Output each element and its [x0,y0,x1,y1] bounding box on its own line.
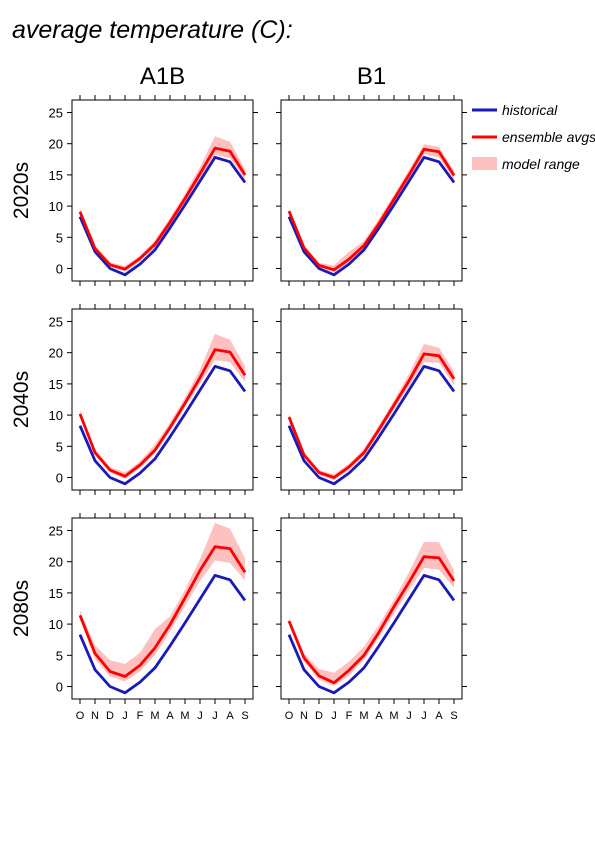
panel-frame [280,517,463,700]
x-tick-label: J [197,710,203,722]
historical-line [78,574,247,695]
panel-frame [71,308,254,491]
figure-title: average temperature (C): [12,16,293,44]
x-tick-label: F [346,710,353,722]
y-tick-label: 25 [49,523,63,538]
x-tick-label: F [137,710,144,722]
panel-a1b-2020s: 0 5 10 15 20 25 [49,95,258,286]
x-tick-label: S [241,710,248,722]
panels-grid: A1B B1 2020s 2040s 2080s 0 5 10 15 20 25 0 5 10 15 20 25… [10,63,467,722]
x-tick-label: N [91,710,99,722]
scenario-header-b1: B1 [357,63,386,90]
x-tick-label: D [315,710,323,722]
y-tick-label: 0 [56,471,63,486]
panel-a1b-2040s: 0 5 10 15 20 25 [49,304,258,495]
y-tick-label: 10 [49,617,63,632]
ensemble-line [78,146,247,271]
x-tick-label: J [406,710,412,722]
x-tick-label: S [450,710,457,722]
y-tick-label: 25 [49,105,63,120]
x-tick-label: M [389,710,398,722]
x-tick-label: O [76,710,85,722]
y-tick-label: 5 [56,648,63,663]
y-tick-label: 15 [49,586,63,601]
y-tick-label: 10 [49,408,63,423]
y-tick-label: 0 [56,262,63,277]
y-tick-label: 25 [49,314,63,329]
y-tick-label: 20 [49,137,63,152]
x-tick-label: O [285,710,294,722]
model-range-band [80,136,245,272]
legend-historical-label: historical [502,102,558,118]
panel-frame [71,517,254,700]
x-tick-label: A [166,710,174,722]
legend-range-label: model range [502,156,580,172]
ensemble-line [287,352,456,479]
period-label-2020s: 2020s [10,162,33,219]
x-tick-label: M [180,710,189,722]
model-range-band [289,144,454,273]
y-tick-label: 10 [49,199,63,214]
period-label-2080s: 2080s [10,580,33,637]
x-tick-label: J [331,710,337,722]
x-tick-label: M [150,710,159,722]
y-tick-label: 5 [56,439,63,454]
y-tick-label: 0 [56,680,63,695]
historical-line [78,364,247,486]
model-range-band [80,334,245,479]
historical-line [287,574,456,695]
ensemble-line [78,348,247,478]
legend-ensemble-label: ensemble avgs [502,129,595,145]
y-tick-label: 20 [49,555,63,570]
y-tick-label: 15 [49,377,63,392]
scenario-header-a1b: A1B [140,63,185,90]
x-tick-label: J [122,710,128,722]
x-tick-label: A [226,710,234,722]
panel-frame [71,99,254,282]
legend-range-swatch [472,157,497,170]
panel-frame [280,308,463,491]
panel-b1-2040s [276,304,467,495]
x-tick-label: A [435,710,443,722]
period-label-2040s: 2040s [10,371,33,428]
y-tick-label: 5 [56,230,63,245]
x-tick-label: D [106,710,114,722]
legend: historical ensemble avgs model range [472,102,595,172]
y-tick-label: 15 [49,168,63,183]
x-tick-label: M [359,710,368,722]
y-tick-label: 20 [49,346,63,361]
x-tick-label: J [212,710,218,722]
model-range-band [289,344,454,480]
x-tick-label: N [300,710,308,722]
ensemble-line [287,555,456,685]
x-tick-label: A [375,710,383,722]
historical-line [287,155,456,277]
panel-b1-2020s [276,95,467,286]
ensemble-line [78,545,247,678]
model-range-band [289,541,454,686]
historical-line [78,155,247,277]
x-tick-label: J [421,710,427,722]
panel-frame [280,99,463,282]
historical-line [287,364,456,486]
ensemble-line [287,147,456,272]
